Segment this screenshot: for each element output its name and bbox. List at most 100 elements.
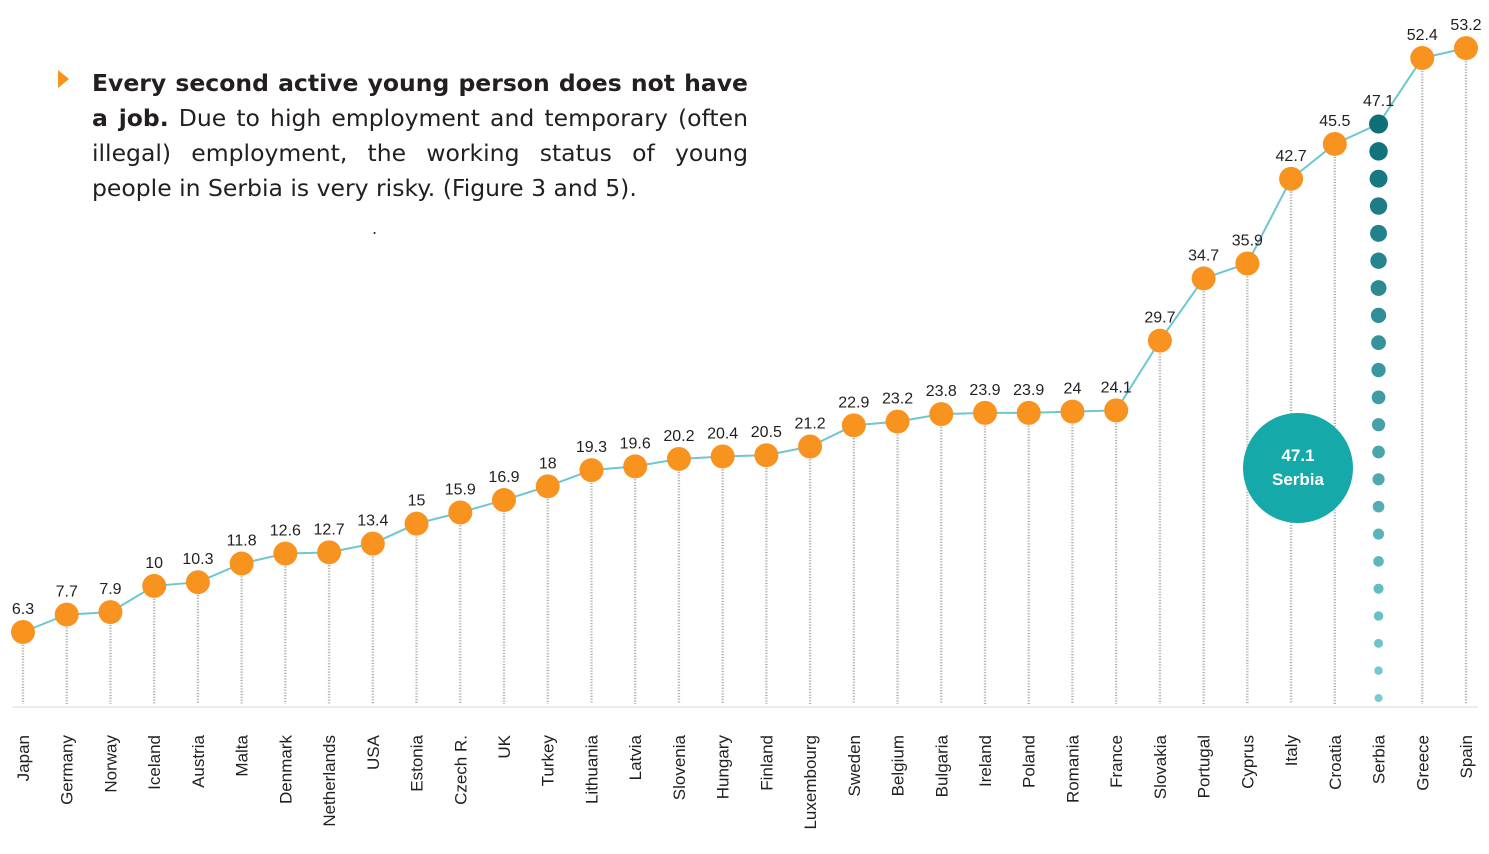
category-label: Italy xyxy=(1282,735,1301,767)
category-label: Ireland xyxy=(976,735,995,787)
value-label: 16.9 xyxy=(488,469,519,486)
category-label: Croatia xyxy=(1326,734,1345,789)
value-label: 13.4 xyxy=(357,513,388,530)
value-label: 20.5 xyxy=(751,424,782,441)
highlight-dot xyxy=(1372,500,1385,513)
series-line xyxy=(22,47,1467,633)
data-point xyxy=(1322,131,1347,156)
value-label: 12.6 xyxy=(270,523,301,540)
category-label: Greece xyxy=(1413,735,1432,791)
category-label: Slovenia xyxy=(670,734,689,800)
data-point xyxy=(229,551,254,576)
data-point xyxy=(798,434,823,459)
data-point xyxy=(142,573,167,598)
category-label: Luxembourg xyxy=(801,735,820,830)
data-point xyxy=(404,511,429,536)
category-label: Finland xyxy=(757,735,776,791)
value-label: 7.9 xyxy=(99,581,121,598)
category-label: Czech R. xyxy=(451,735,470,805)
highlight-dot xyxy=(1372,445,1385,459)
value-label: 7.7 xyxy=(56,584,78,601)
category-label: Romania xyxy=(1063,734,1082,803)
value-label: 20.4 xyxy=(707,425,738,442)
highlight-dot xyxy=(1369,197,1388,215)
value-label: 34.7 xyxy=(1188,247,1219,264)
stem-lines xyxy=(21,58,1468,704)
category-label: Turkey xyxy=(539,735,558,787)
stray-mark: . xyxy=(372,219,378,238)
category-label: Netherlands xyxy=(320,735,339,827)
category-label: Estonia xyxy=(408,734,427,791)
highlight-dot xyxy=(1370,252,1387,269)
highlight-dot xyxy=(1371,390,1386,405)
value-labels: 6.3 7.7 7.9 10 10.3 11.8 12.6 12.7 13.4 15 15.9 16.… xyxy=(12,17,1482,618)
category-label: France xyxy=(1107,735,1126,788)
data-point xyxy=(666,446,691,471)
data-point xyxy=(929,402,954,427)
highlight-dot xyxy=(1371,418,1386,432)
value-label: 47.1 xyxy=(1363,93,1394,110)
highlight-dot xyxy=(1370,280,1387,296)
note-heading: Every second active young person does no… xyxy=(92,69,748,132)
value-label: 24.1 xyxy=(1101,379,1132,396)
value-label: 15.9 xyxy=(445,481,476,498)
value-label: 15 xyxy=(408,493,426,510)
highlight-name: Serbia xyxy=(1272,470,1325,489)
value-label: 10 xyxy=(145,555,163,572)
data-point xyxy=(448,500,473,525)
data-point xyxy=(1016,400,1041,425)
highlight-bubble xyxy=(1243,413,1353,523)
value-label: 22.9 xyxy=(838,394,869,411)
data-markers xyxy=(11,36,1478,644)
data-point xyxy=(360,531,385,556)
highlight-dot xyxy=(1369,142,1388,161)
data-point xyxy=(1147,328,1172,353)
data-point xyxy=(317,540,342,565)
data-point xyxy=(1060,399,1085,424)
category-label: Poland xyxy=(1020,735,1039,788)
highlight-dot xyxy=(1374,638,1384,648)
category-label: Bulgaria xyxy=(932,734,951,797)
highlight-dot xyxy=(1372,528,1385,540)
data-point xyxy=(185,570,210,595)
highlight-dot xyxy=(1374,694,1383,702)
highlight-value: 47.1 xyxy=(1281,446,1314,465)
highlight-dot xyxy=(1369,114,1389,134)
category-labels: Japan Germany Norway Iceland Austria Malta Den… xyxy=(14,734,1476,829)
category-label: Germany xyxy=(58,735,77,805)
category-label: Denmark xyxy=(276,735,295,804)
category-label: Japan xyxy=(14,735,33,781)
highlight-dot xyxy=(1371,335,1386,351)
category-label: Hungary xyxy=(714,735,733,800)
category-label: Portugal xyxy=(1195,735,1214,798)
category-label: Malta xyxy=(233,734,252,776)
value-label: 23.8 xyxy=(926,383,957,400)
data-point xyxy=(273,541,298,566)
value-label: 53.2 xyxy=(1450,17,1481,34)
highlight-dot xyxy=(1373,556,1384,567)
highlight-dot-column xyxy=(1369,114,1389,702)
value-label: 18 xyxy=(539,455,557,472)
annotation-note: Every second active young person does no… xyxy=(58,66,748,206)
data-point xyxy=(579,458,604,483)
data-point xyxy=(841,413,866,438)
value-label: 23.9 xyxy=(969,382,1000,399)
highlight-callout: 47.1 Serbia xyxy=(1243,413,1353,523)
category-label: Spain xyxy=(1457,735,1476,778)
highlight-dot xyxy=(1374,666,1383,675)
data-point xyxy=(1454,36,1478,61)
data-point xyxy=(1191,266,1216,291)
highlight-dot xyxy=(1373,611,1384,621)
value-label: 10.3 xyxy=(182,551,213,568)
category-label: Belgium xyxy=(889,735,908,796)
value-label: 11.8 xyxy=(227,533,257,550)
value-label: 19.6 xyxy=(620,435,651,452)
value-label: 23.2 xyxy=(882,391,913,408)
category-label: Sweden xyxy=(845,735,864,796)
data-point xyxy=(710,444,735,469)
data-point xyxy=(11,620,35,644)
category-label: Serbia xyxy=(1370,734,1389,784)
note-text: Every second active young person does no… xyxy=(92,66,748,206)
category-label: Lithuania xyxy=(582,734,601,804)
